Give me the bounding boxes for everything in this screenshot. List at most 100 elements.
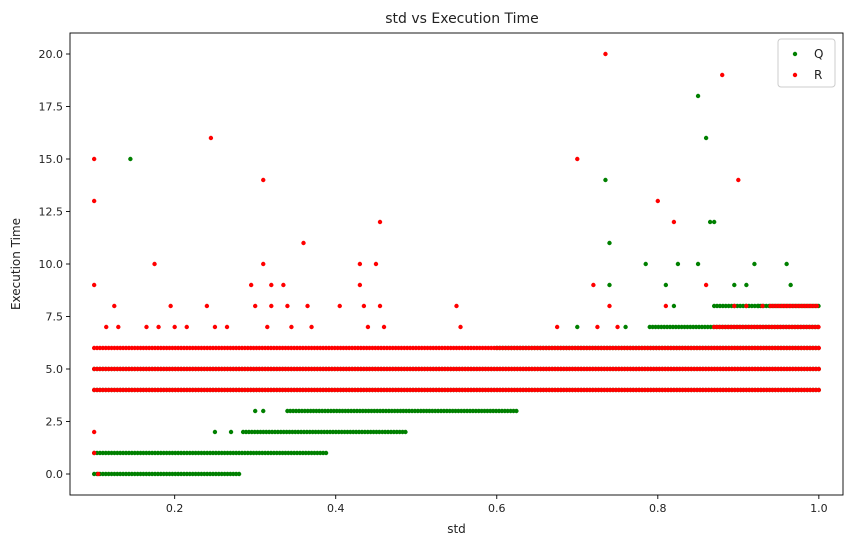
data-point	[269, 303, 274, 309]
data-point	[816, 387, 822, 393]
data-point	[814, 303, 820, 309]
data-point	[732, 303, 737, 309]
data-point	[707, 219, 713, 225]
x-tick-label: 1.0	[810, 502, 828, 515]
y-tick-label: 7.5	[46, 311, 64, 324]
legend-box	[777, 38, 836, 88]
data-point	[91, 282, 97, 288]
series-R	[91, 51, 822, 477]
legend-marker	[792, 72, 798, 78]
chart-title: std vs Execution Time	[385, 11, 539, 27]
data-point	[703, 135, 709, 141]
data-point	[285, 303, 290, 309]
data-point	[720, 72, 725, 78]
data-point	[228, 429, 234, 435]
data-point	[253, 408, 258, 414]
data-point	[373, 261, 379, 267]
data-point	[554, 324, 560, 330]
y-tick-label: 0.0	[46, 468, 64, 481]
data-point	[575, 156, 580, 162]
data-point	[212, 429, 218, 435]
data-point	[752, 261, 757, 267]
data-point	[607, 240, 612, 246]
data-point	[156, 324, 161, 330]
data-point	[607, 282, 612, 288]
data-point	[212, 324, 218, 330]
data-point	[663, 282, 669, 288]
data-point	[261, 177, 266, 183]
y-tick-label: 5.0	[46, 363, 64, 376]
data-point	[711, 219, 717, 225]
data-point	[788, 282, 793, 288]
data-point	[323, 450, 329, 456]
data-point	[663, 303, 669, 309]
data-point	[309, 324, 314, 330]
points-layer	[91, 51, 822, 477]
data-point	[623, 324, 628, 330]
y-tick-label: 17.5	[39, 101, 64, 114]
data-point	[816, 366, 822, 372]
data-point	[760, 303, 765, 309]
data-point	[381, 324, 387, 330]
data-point	[607, 303, 612, 309]
legend: QR	[777, 38, 836, 88]
data-point	[671, 303, 677, 309]
data-point	[204, 303, 210, 309]
y-axis-label: Execution Time	[9, 218, 23, 310]
data-point	[454, 303, 459, 309]
data-point	[337, 303, 342, 309]
y-axis: 0.0 2.5 5.0 7.5 10.0 12.5 15.0 17.5 20.0	[39, 48, 70, 481]
data-point	[91, 450, 97, 456]
data-point	[144, 324, 149, 330]
data-point	[377, 303, 383, 309]
data-point	[128, 156, 133, 162]
x-tick-label: 0.2	[166, 502, 184, 515]
data-point	[301, 240, 306, 246]
y-tick-label: 20.0	[39, 48, 64, 61]
data-point	[695, 93, 701, 99]
data-point	[305, 303, 310, 309]
data-point	[671, 219, 677, 225]
data-point	[816, 345, 822, 351]
data-point	[112, 303, 117, 309]
data-point	[95, 471, 101, 477]
series-Q	[91, 93, 822, 477]
data-point	[458, 324, 463, 330]
data-point	[514, 408, 519, 414]
data-point	[208, 135, 214, 141]
data-point	[615, 324, 620, 330]
data-point	[377, 219, 383, 225]
data-point	[289, 324, 294, 330]
data-point	[365, 324, 371, 330]
data-point	[168, 303, 173, 309]
y-tick-label: 15.0	[39, 153, 64, 166]
data-point	[744, 282, 749, 288]
data-point	[575, 324, 580, 330]
legend-marker	[792, 51, 798, 57]
data-point	[281, 282, 286, 288]
x-axis-label: std	[447, 522, 466, 536]
data-point	[655, 198, 660, 204]
y-tick-label: 10.0	[39, 258, 64, 271]
data-point	[253, 303, 258, 309]
data-point	[591, 282, 596, 288]
data-point	[756, 303, 761, 309]
x-tick-label: 0.8	[649, 502, 667, 515]
data-point	[736, 177, 741, 183]
data-point	[603, 177, 608, 183]
data-point	[603, 51, 608, 57]
data-point	[248, 282, 254, 288]
data-point	[261, 408, 266, 414]
data-point	[357, 261, 363, 267]
data-point	[732, 282, 737, 288]
plot-frame	[69, 32, 844, 496]
data-point	[695, 261, 701, 267]
data-point	[172, 324, 177, 330]
data-point	[403, 429, 408, 435]
data-point	[261, 261, 266, 267]
data-point	[269, 282, 274, 288]
data-point	[91, 156, 97, 162]
data-point	[152, 261, 157, 267]
data-point	[236, 471, 242, 477]
